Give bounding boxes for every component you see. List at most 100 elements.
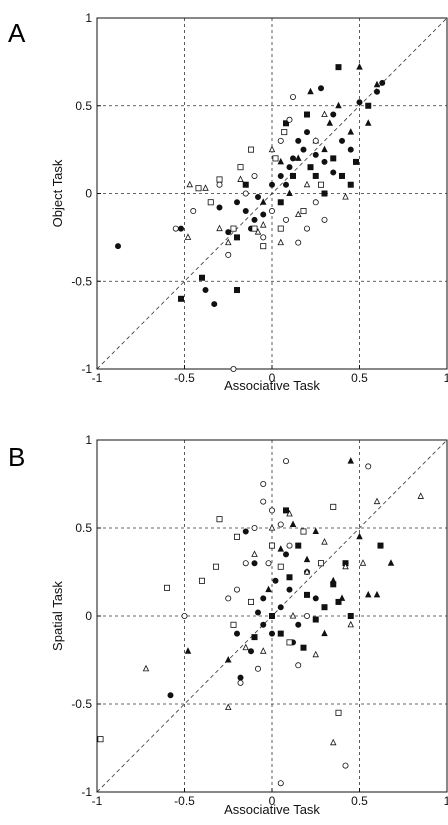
data-point-open-triangle xyxy=(254,228,262,235)
data-point-filled-circle xyxy=(286,164,293,171)
data-point-filled-square xyxy=(312,616,319,623)
data-point-filled-square xyxy=(330,155,337,162)
data-point-filled-circle xyxy=(338,137,345,144)
data-point-filled-circle xyxy=(260,595,267,602)
data-point-filled-square xyxy=(242,181,249,188)
data-point-filled-circle xyxy=(317,85,324,92)
data-point-open-triangle xyxy=(417,492,424,499)
data-point-filled-circle xyxy=(295,621,302,628)
data-point-open-triangle xyxy=(260,221,267,228)
data-point-open-circle xyxy=(172,225,179,232)
data-point-open-square xyxy=(268,542,275,549)
data-point-filled-square xyxy=(286,574,293,581)
y-tick-label: 0.5 xyxy=(75,99,92,113)
data-point-open-circle xyxy=(233,586,240,593)
data-point-open-circle xyxy=(303,613,310,620)
data-point-filled-square xyxy=(312,172,319,179)
data-point-open-square xyxy=(97,736,104,743)
data-point-filled-circle xyxy=(251,560,258,567)
data-point-filled-circle xyxy=(303,129,310,136)
data-point-open-triangle xyxy=(295,210,302,218)
data-point-open-circle xyxy=(237,679,244,686)
data-point-open-square xyxy=(300,208,307,215)
data-point-open-circle xyxy=(312,137,319,144)
data-point-open-circle xyxy=(321,216,328,223)
y-axis-label: Spatial Task xyxy=(50,581,65,651)
data-point-open-circle xyxy=(282,458,289,465)
data-point-filled-triangle xyxy=(225,656,232,663)
panel-letter: B xyxy=(8,442,25,472)
y-tick-label: 0 xyxy=(85,187,92,201)
data-point-open-square xyxy=(272,155,279,162)
data-point-filled-triangle xyxy=(335,101,342,109)
data-point-open-triangle xyxy=(342,562,349,570)
data-point-filled-circle xyxy=(312,151,319,158)
y-tick-label: 0 xyxy=(85,609,92,623)
data-point-filled-square xyxy=(307,164,314,171)
data-point-filled-circle xyxy=(260,621,267,628)
data-point-filled-triangle xyxy=(373,590,381,598)
data-point-open-triangle xyxy=(330,738,337,746)
data-point-open-circle xyxy=(303,225,310,232)
data-point-open-triangle xyxy=(312,650,319,658)
data-point-filled-square xyxy=(251,634,258,641)
data-point-filled-square xyxy=(335,598,342,605)
data-point-filled-triangle xyxy=(330,576,337,584)
data-point-filled-circle xyxy=(282,551,289,558)
x-tick-label: -1 xyxy=(92,794,103,808)
x-tick-label: 0.5 xyxy=(351,371,368,385)
data-point-filled-square xyxy=(268,613,275,620)
data-point-filled-triangle xyxy=(321,629,328,637)
data-point-filled-triangle xyxy=(365,119,372,126)
data-point-open-square xyxy=(317,560,324,567)
data-point-open-circle xyxy=(251,172,258,179)
x-axis-label: Associative Task xyxy=(224,378,320,393)
data-point-open-square xyxy=(216,516,223,523)
data-point-open-circle xyxy=(365,463,372,470)
data-point-filled-square xyxy=(352,158,359,165)
data-point-open-triangle xyxy=(225,703,232,711)
data-point-filled-circle xyxy=(272,577,279,584)
data-point-filled-triangle xyxy=(289,520,297,527)
data-point-filled-triangle xyxy=(184,647,192,654)
data-point-filled-circle xyxy=(379,79,386,86)
data-point-filled-square xyxy=(282,120,289,127)
data-point-filled-square xyxy=(295,542,302,549)
data-point-filled-circle xyxy=(216,204,223,211)
data-point-filled-square xyxy=(321,604,328,611)
data-point-open-circle xyxy=(230,365,237,372)
data-point-open-circle xyxy=(260,480,267,487)
data-point-filled-circle xyxy=(356,99,363,106)
data-point-open-square xyxy=(260,243,267,250)
x-tick-label: 0.5 xyxy=(351,794,368,808)
data-point-filled-triangle xyxy=(277,545,284,552)
data-point-filled-circle xyxy=(177,225,184,232)
data-point-open-circle xyxy=(254,665,261,672)
data-point-open-circle xyxy=(225,595,232,602)
data-point-open-triangle xyxy=(184,233,192,240)
data-point-filled-circle xyxy=(373,88,380,95)
data-point-open-circle xyxy=(181,613,188,620)
data-point-filled-circle xyxy=(300,146,307,153)
data-point-open-triangle xyxy=(202,184,209,191)
data-point-open-circle xyxy=(216,181,223,188)
data-point-open-square xyxy=(300,528,307,535)
data-point-open-triangle xyxy=(303,568,311,575)
data-point-open-circle xyxy=(260,234,267,241)
data-point-filled-circle xyxy=(242,528,249,535)
y-tick-label: 1 xyxy=(85,433,92,447)
x-axis-label: Associative Task xyxy=(224,802,320,817)
data-point-open-triangle xyxy=(186,180,193,188)
data-point-filled-triangle xyxy=(277,157,284,165)
data-point-filled-circle xyxy=(225,229,232,236)
data-point-filled-circle xyxy=(330,169,337,176)
data-point-filled-square xyxy=(233,287,240,294)
data-point-open-triangle xyxy=(242,643,249,651)
data-point-filled-circle xyxy=(211,301,218,308)
data-point-open-square xyxy=(277,563,284,570)
data-point-open-square xyxy=(237,164,244,171)
data-point-open-circle xyxy=(277,137,284,144)
data-point-open-square xyxy=(163,584,170,591)
data-point-open-square xyxy=(216,176,223,183)
